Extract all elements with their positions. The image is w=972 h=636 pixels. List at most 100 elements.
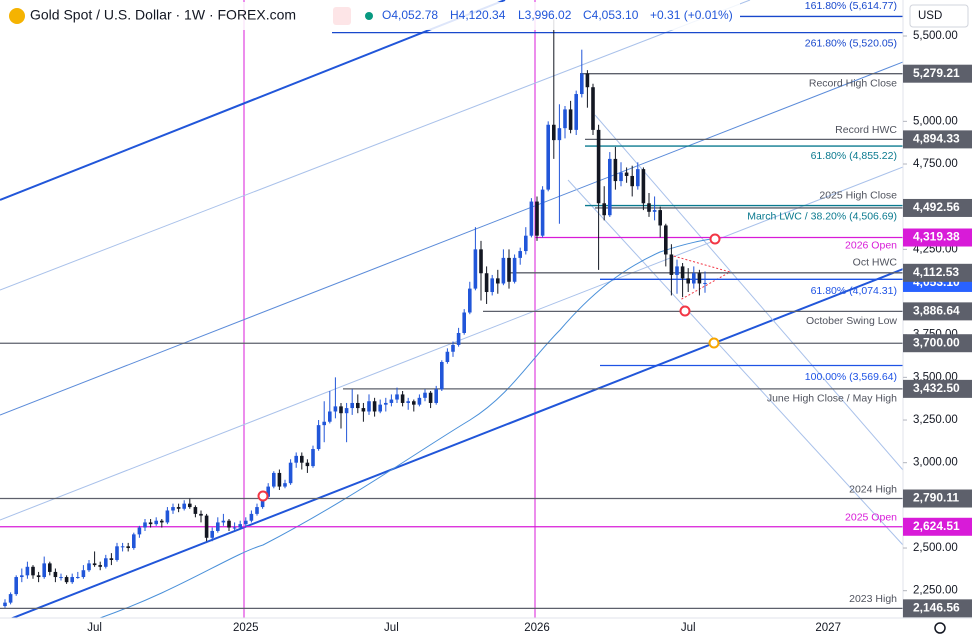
level-note: Record High Close (809, 77, 897, 89)
candle-body (31, 566, 35, 576)
candle-body (613, 158, 618, 182)
candle-body (647, 203, 651, 212)
symbol-title: Gold Spot / U.S. Dollar · 1W · FOREX.com (30, 7, 296, 23)
candle-body (468, 288, 472, 313)
candle-body (518, 251, 522, 258)
level-note: 2023 High (849, 593, 897, 605)
level-note: June High Close / May High (767, 393, 897, 405)
candle-body (501, 257, 506, 284)
candle-body (361, 408, 366, 412)
candle-body (680, 266, 685, 279)
candle-body (451, 344, 455, 352)
candle-body (59, 577, 63, 579)
ohlc-value: O4,052.78 (382, 8, 438, 22)
triangle-pattern (669, 254, 732, 301)
level-note: Oct HWC (853, 257, 898, 269)
price-tag (903, 263, 972, 282)
level-note: 2024 High (849, 483, 897, 495)
price-tag (903, 228, 972, 247)
candle-body (64, 577, 69, 583)
candle-body (406, 401, 410, 403)
candle-body (115, 546, 119, 560)
x-tick-label: Jul (87, 622, 102, 634)
marker (708, 337, 720, 349)
candle-body (434, 389, 438, 403)
candle-body (120, 546, 125, 548)
candle-body (456, 332, 461, 345)
candle-body (76, 577, 80, 579)
settings-icon[interactable] (934, 622, 946, 634)
candle-body (266, 486, 270, 497)
candle-body (199, 513, 203, 516)
candle-body (294, 455, 298, 463)
x-tick-label: 2026 (524, 622, 550, 634)
candle-body (692, 273, 696, 284)
level-note: 61.80% (4,074.31) (811, 285, 897, 297)
y-tick-label: 5,500.00 (913, 30, 958, 42)
level-note: Record HWC (835, 124, 897, 136)
marker (257, 490, 269, 502)
price-tag-label: 4,492.56 (913, 200, 960, 214)
candle-body (25, 566, 30, 576)
candle-body (389, 399, 394, 403)
price-tag-label: 2,790.11 (913, 491, 959, 505)
price-tag-label: 3,886.64 (913, 304, 960, 318)
trend-line (0, 0, 751, 291)
candle-body (20, 575, 24, 578)
candle-body (445, 351, 450, 362)
candle-body (238, 524, 242, 528)
y-tick-label: 4,750.00 (913, 158, 958, 170)
candle-body (232, 527, 237, 529)
candle-body (630, 175, 634, 187)
candle-body (53, 571, 58, 578)
candle-body (165, 510, 170, 523)
ohlc-value: C4,053.10 (583, 8, 639, 22)
levels: 161.80% (5,614.77) 261.80% (5,520.05) Reco… (0, 0, 903, 609)
currency-selector[interactable] (909, 4, 969, 28)
candle-body (8, 594, 13, 603)
level-note: 2026 Open (845, 239, 897, 251)
price-tag (903, 517, 972, 536)
candle-body (574, 94, 578, 130)
candle-body (328, 411, 332, 422)
candle-body (697, 273, 702, 284)
currency-label[interactable]: USD (918, 10, 942, 22)
candle-body (283, 483, 287, 487)
candle-body (652, 210, 657, 212)
x-tick-label: 2025 (233, 622, 259, 634)
candle-body (602, 203, 606, 216)
candle-body (350, 402, 354, 409)
candle-body (305, 462, 310, 467)
y-tick-label: 2,500.00 (913, 542, 958, 554)
candle-body (42, 563, 46, 578)
price-axis: 5,500.005,000.004,750.004,250.003,750.00… (87, 30, 972, 634)
y-tick-label: 5,000.00 (913, 115, 958, 127)
level-note: March LWC / 38.20% (4,506.69) (747, 210, 897, 222)
candle-body (322, 421, 326, 426)
candle-body (126, 546, 130, 549)
price-tag (903, 334, 972, 353)
candle-body (81, 570, 86, 578)
candle-body (367, 401, 371, 412)
price-tag (903, 198, 972, 217)
candle-body (624, 172, 629, 176)
candle-body (311, 449, 315, 467)
candle-body (568, 109, 573, 130)
candle-body (619, 172, 623, 182)
level-note: October Swing Low (806, 315, 897, 327)
candle-body (210, 530, 214, 538)
candle-body (182, 503, 186, 509)
candle-body (244, 520, 248, 525)
candle-body (563, 109, 567, 129)
candle-body (412, 401, 416, 405)
candle-body (48, 563, 52, 572)
candle-body (132, 534, 136, 549)
candle-body (395, 394, 399, 400)
trend-line (0, 61, 903, 416)
price-tag-label: 4,112.53 (913, 265, 959, 279)
candle-body (596, 129, 601, 204)
price-tag-label: 3,432.50 (913, 381, 960, 395)
trend-line (10, 267, 903, 618)
markers (257, 233, 721, 502)
